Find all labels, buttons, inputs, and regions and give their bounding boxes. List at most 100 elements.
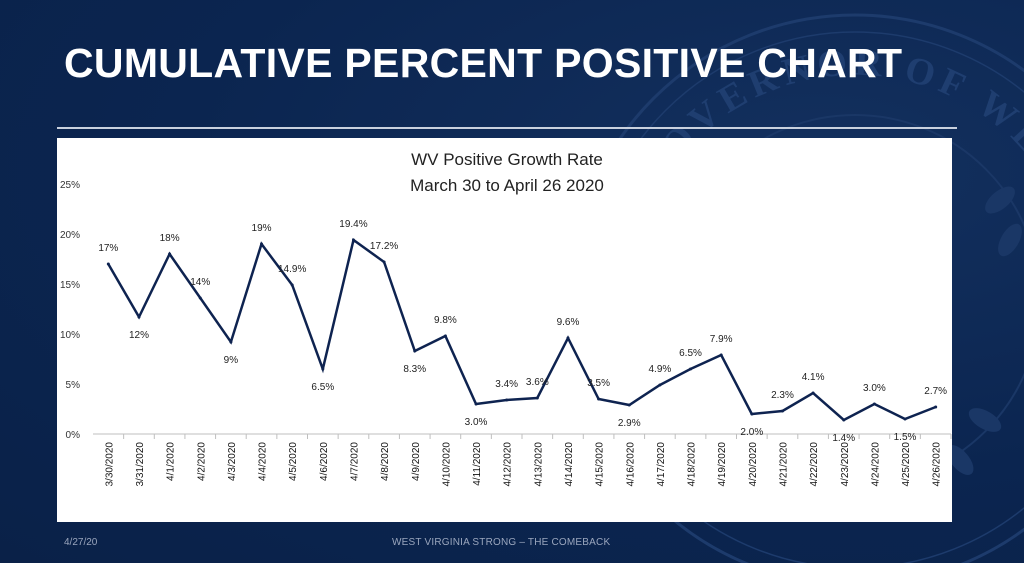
y-tick-label: 0% [66, 430, 81, 441]
data-point [842, 418, 846, 422]
data-point [351, 238, 355, 242]
y-tick-label: 10% [60, 330, 80, 341]
x-tick-label: 4/18/2020 [687, 442, 698, 487]
x-tick-label: 4/2/2020 [196, 442, 207, 481]
data-label: 9% [224, 355, 239, 366]
data-point [597, 397, 601, 401]
data-label: 3.5% [587, 378, 610, 389]
data-label: 17.2% [370, 241, 398, 252]
data-label: 12% [129, 330, 149, 341]
data-point [137, 315, 141, 319]
data-label: 2.3% [771, 390, 794, 401]
data-point [229, 340, 233, 344]
y-tick-label: 5% [66, 380, 81, 391]
x-tick-label: 4/14/2020 [564, 442, 575, 487]
data-label: 4.1% [802, 372, 825, 383]
footer-date: 4/27/20 [64, 537, 98, 548]
x-tick-label: 4/3/2020 [227, 442, 238, 481]
data-point [811, 391, 815, 395]
data-label: 19% [252, 223, 272, 234]
data-point [382, 260, 386, 264]
data-label: 14.9% [278, 264, 306, 275]
data-label: 3.0% [863, 383, 886, 394]
data-labels: 17% 12% 18% 14% 9% 19% 14.9% 6.5% 19.4%17.2% 8.3%… [98, 219, 947, 444]
footer-tagline: WEST VIRGINIA STRONG – THE COMEBACK [392, 537, 611, 548]
x-tick-label: 4/1/2020 [166, 442, 177, 481]
data-label: 19.4% [339, 219, 367, 230]
data-point [198, 296, 202, 300]
data-label: 2.7% [924, 386, 947, 397]
series-line [107, 237, 937, 422]
x-tick-label: 3/30/2020 [104, 442, 115, 487]
x-tick-label: 4/12/2020 [503, 442, 514, 487]
x-tick-label: 4/25/2020 [901, 442, 912, 487]
x-tick-label: 4/10/2020 [441, 442, 452, 487]
data-point [872, 402, 876, 406]
x-tick-label: 4/23/2020 [840, 442, 851, 487]
data-label: 9.6% [557, 317, 580, 328]
data-label: 6.5% [311, 382, 334, 393]
data-label: 2.0% [740, 427, 763, 438]
x-tick-label: 4/11/2020 [472, 442, 483, 486]
x-tick-label: 4/24/2020 [870, 442, 881, 487]
x-tick-label: 4/7/2020 [349, 442, 360, 481]
data-label: 3.0% [465, 417, 488, 428]
x-tick-label: 4/22/2020 [809, 442, 820, 487]
x-tick-label: 4/5/2020 [288, 442, 299, 481]
data-point [658, 383, 662, 387]
x-tick-label: 4/20/2020 [748, 442, 759, 487]
x-tick-label: 4/17/2020 [656, 442, 667, 487]
x-tick-label: 4/19/2020 [717, 442, 728, 487]
data-label: 17% [98, 243, 118, 254]
title-divider [57, 127, 957, 129]
y-axis-ticks: 0% 5% 10% 15% 20% 25% [60, 180, 80, 441]
y-tick-label: 20% [60, 230, 80, 241]
data-label: 8.3% [403, 364, 426, 375]
data-label: 7.9% [710, 334, 733, 345]
line-chart: WV Positive Growth Rate March 30 to Apri… [60, 150, 952, 487]
data-label: 3.6% [526, 377, 549, 388]
data-point [106, 262, 110, 266]
chart-subtitle: March 30 to April 26 2020 [410, 176, 604, 195]
data-point [505, 398, 509, 402]
data-label: 18% [160, 233, 180, 244]
data-point [290, 283, 294, 287]
data-label: 1.4% [832, 433, 855, 444]
y-tick-label: 25% [60, 180, 80, 191]
data-point [566, 336, 570, 340]
data-point [260, 242, 264, 246]
data-point [903, 417, 907, 421]
x-tick-label: 4/9/2020 [411, 442, 422, 481]
chart-title: WV Positive Growth Rate [411, 150, 603, 169]
data-point [474, 402, 478, 406]
slide-title: CUMULATIVE PERCENT POSITIVE CHART [64, 40, 903, 86]
x-tick-label: 4/26/2020 [932, 442, 943, 487]
data-point [750, 412, 754, 416]
data-point [934, 405, 938, 409]
x-tick-label: 4/6/2020 [319, 442, 330, 481]
x-tick-label: 4/8/2020 [380, 442, 391, 481]
y-tick-label: 15% [60, 280, 80, 291]
x-axis-ticks: 3/30/2020 3/31/2020 4/1/2020 4/2/2020 4/3/20… [104, 434, 952, 487]
data-point [627, 403, 631, 407]
data-point [443, 334, 447, 338]
data-point [321, 367, 325, 371]
x-tick-label: 3/31/2020 [135, 442, 146, 487]
x-tick-label: 4/4/2020 [258, 442, 269, 481]
data-label: 2.9% [618, 418, 641, 429]
data-label: 9.8% [434, 315, 457, 326]
x-tick-label: 4/15/2020 [595, 442, 606, 487]
data-point [535, 396, 539, 400]
x-tick-label: 4/16/2020 [625, 442, 636, 487]
data-point [168, 252, 172, 256]
data-point [719, 353, 723, 357]
series-positive-rate [106, 237, 938, 422]
chart-panel: WV Positive Growth Rate March 30 to Apri… [57, 138, 952, 522]
data-point [689, 367, 693, 371]
data-label: 4.9% [648, 364, 671, 375]
data-point [780, 409, 784, 413]
data-label: 3.4% [495, 379, 518, 390]
data-point [413, 349, 417, 353]
data-label: 6.5% [679, 348, 702, 359]
